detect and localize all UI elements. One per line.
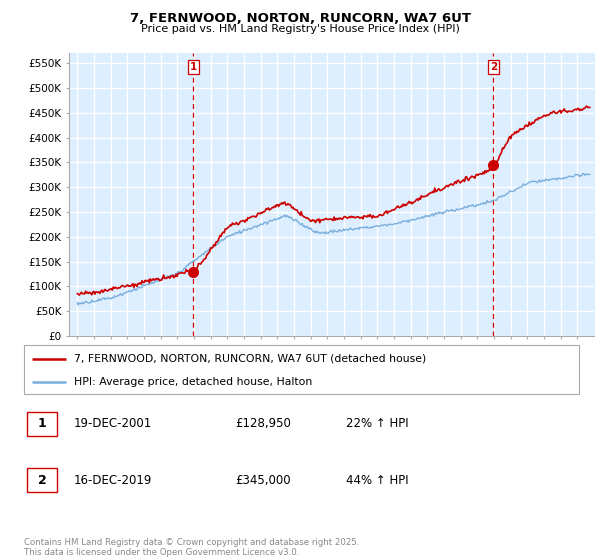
- FancyBboxPatch shape: [24, 345, 579, 394]
- Text: 1: 1: [190, 62, 197, 72]
- Text: 16-DEC-2019: 16-DEC-2019: [74, 474, 152, 487]
- Text: HPI: Average price, detached house, Halton: HPI: Average price, detached house, Halt…: [74, 377, 312, 387]
- FancyBboxPatch shape: [27, 469, 58, 492]
- Text: 19-DEC-2001: 19-DEC-2001: [74, 417, 152, 430]
- Text: Price paid vs. HM Land Registry's House Price Index (HPI): Price paid vs. HM Land Registry's House …: [140, 24, 460, 34]
- Text: 22% ↑ HPI: 22% ↑ HPI: [346, 417, 409, 430]
- Text: 7, FERNWOOD, NORTON, RUNCORN, WA7 6UT: 7, FERNWOOD, NORTON, RUNCORN, WA7 6UT: [130, 12, 470, 25]
- Text: 44% ↑ HPI: 44% ↑ HPI: [346, 474, 409, 487]
- FancyBboxPatch shape: [27, 412, 58, 436]
- Text: £128,950: £128,950: [235, 417, 291, 430]
- Text: 1: 1: [38, 417, 47, 430]
- Text: 2: 2: [490, 62, 497, 72]
- Text: 2: 2: [38, 474, 47, 487]
- Text: 7, FERNWOOD, NORTON, RUNCORN, WA7 6UT (detached house): 7, FERNWOOD, NORTON, RUNCORN, WA7 6UT (d…: [74, 354, 426, 364]
- Text: Contains HM Land Registry data © Crown copyright and database right 2025.
This d: Contains HM Land Registry data © Crown c…: [24, 538, 359, 557]
- Text: £345,000: £345,000: [235, 474, 290, 487]
